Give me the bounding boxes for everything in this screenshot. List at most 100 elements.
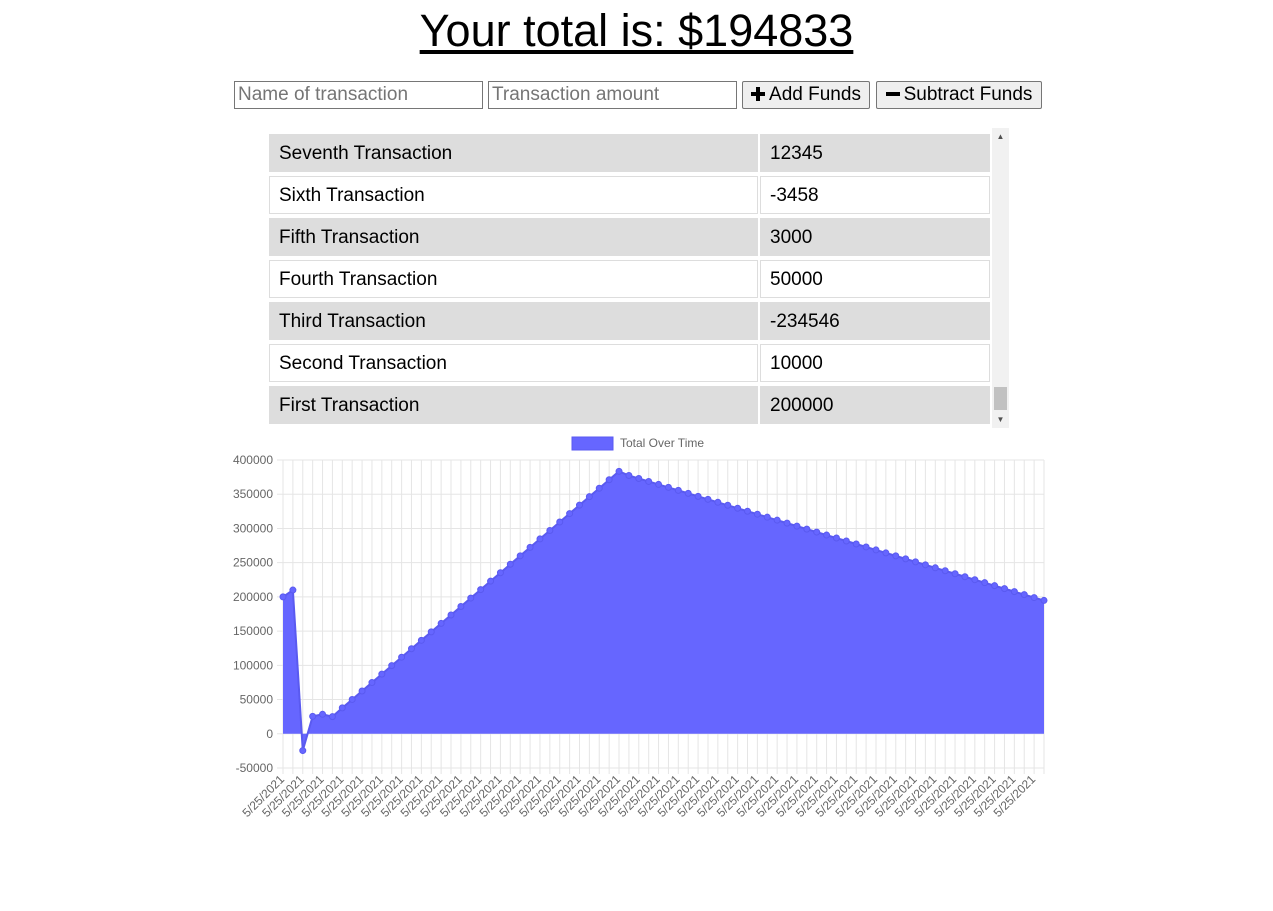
data-point (427, 628, 435, 636)
data-point (773, 516, 781, 524)
y-tick-label: 400000 (233, 453, 273, 467)
transaction-name-input[interactable] (234, 81, 483, 109)
table-row: First Transaction 200000 (268, 384, 992, 426)
data-point (388, 662, 396, 670)
data-point (971, 576, 979, 584)
transaction-name-cell: Fourth Transaction (269, 260, 758, 298)
data-point (566, 510, 574, 518)
data-point (704, 495, 712, 503)
transaction-amount-cell: 50000 (760, 260, 990, 298)
transaction-amount-cell: -3458 (760, 176, 990, 214)
table-scrollbar[interactable]: ▲ ▼ (992, 128, 1009, 428)
data-point (872, 546, 880, 554)
add-funds-label: Add Funds (769, 84, 861, 105)
plus-icon (751, 85, 766, 105)
data-point (734, 504, 742, 512)
data-point (724, 501, 732, 509)
data-point (1040, 596, 1048, 604)
data-point (457, 603, 465, 611)
data-point (437, 619, 445, 627)
data-point (991, 582, 999, 590)
transaction-amount-cell: 10000 (760, 344, 990, 382)
transaction-amount-cell: -234546 (760, 302, 990, 340)
data-point (753, 510, 761, 518)
data-point (407, 645, 415, 653)
data-point (526, 543, 534, 551)
data-point (299, 747, 307, 755)
scrollbar-thumb[interactable] (994, 387, 1007, 410)
data-point (398, 653, 406, 661)
transactions-table-container[interactable]: Seventh Transaction 12345 Sixth Transactio… (268, 128, 1009, 428)
data-point (575, 501, 583, 509)
scroll-down-arrow-icon[interactable]: ▼ (996, 415, 1005, 424)
data-point (635, 474, 643, 482)
y-tick-label: 0 (266, 727, 273, 741)
data-point (941, 567, 949, 575)
data-point (536, 535, 544, 543)
data-point (832, 534, 840, 542)
data-point (496, 569, 504, 577)
data-point (615, 467, 623, 475)
data-point (605, 476, 613, 484)
add-funds-button[interactable]: Add Funds (742, 81, 870, 109)
data-point (319, 710, 327, 718)
data-point (447, 611, 455, 619)
data-point (744, 507, 752, 515)
data-point (467, 594, 475, 602)
data-point (921, 561, 929, 569)
y-tick-label: 350000 (233, 487, 273, 501)
transaction-name-cell: First Transaction (269, 386, 758, 424)
data-point (793, 522, 801, 530)
data-point (645, 477, 653, 485)
data-point (358, 687, 366, 695)
data-point (487, 577, 495, 585)
data-point (961, 573, 969, 581)
data-point (714, 498, 722, 506)
data-point (309, 712, 317, 720)
y-tick-label: -50000 (236, 761, 274, 775)
minus-icon (885, 85, 900, 105)
data-point (951, 570, 959, 578)
series-area (283, 471, 1044, 751)
transaction-amount-input[interactable] (488, 81, 737, 109)
data-point (684, 489, 692, 497)
data-point (516, 552, 524, 560)
data-point (585, 493, 593, 501)
data-point (1010, 588, 1018, 596)
data-point (368, 679, 376, 687)
data-point (813, 528, 821, 536)
data-point (892, 552, 900, 560)
data-point (902, 555, 910, 563)
y-tick-label: 200000 (233, 590, 273, 604)
data-point (852, 540, 860, 548)
subtract-funds-button[interactable]: Subtract Funds (876, 81, 1042, 109)
transaction-name-cell: Seventh Transaction (269, 134, 758, 172)
data-point (417, 636, 425, 644)
data-point (655, 480, 663, 488)
data-point (862, 543, 870, 551)
data-point (783, 519, 791, 527)
data-point (981, 579, 989, 587)
table-row: Seventh Transaction 12345 (268, 132, 992, 174)
y-tick-label: 50000 (240, 693, 274, 707)
data-point (842, 537, 850, 545)
data-point (803, 525, 811, 533)
transaction-amount-cell: 12345 (760, 134, 990, 172)
data-point (931, 564, 939, 572)
transaction-name-cell: Third Transaction (269, 302, 758, 340)
data-point (763, 513, 771, 521)
data-point (546, 526, 554, 534)
table-row: Third Transaction -234546 (268, 300, 992, 342)
data-point (664, 483, 672, 491)
data-point (328, 713, 336, 721)
data-point (595, 484, 603, 492)
transaction-name-cell: Fifth Transaction (269, 218, 758, 256)
subtract-funds-label: Subtract Funds (903, 84, 1033, 105)
transaction-amount-cell: 200000 (760, 386, 990, 424)
data-point (506, 560, 514, 568)
data-point (1000, 585, 1008, 593)
scroll-up-arrow-icon[interactable]: ▲ (996, 132, 1005, 141)
y-tick-label: 150000 (233, 624, 273, 638)
data-point (556, 518, 564, 526)
